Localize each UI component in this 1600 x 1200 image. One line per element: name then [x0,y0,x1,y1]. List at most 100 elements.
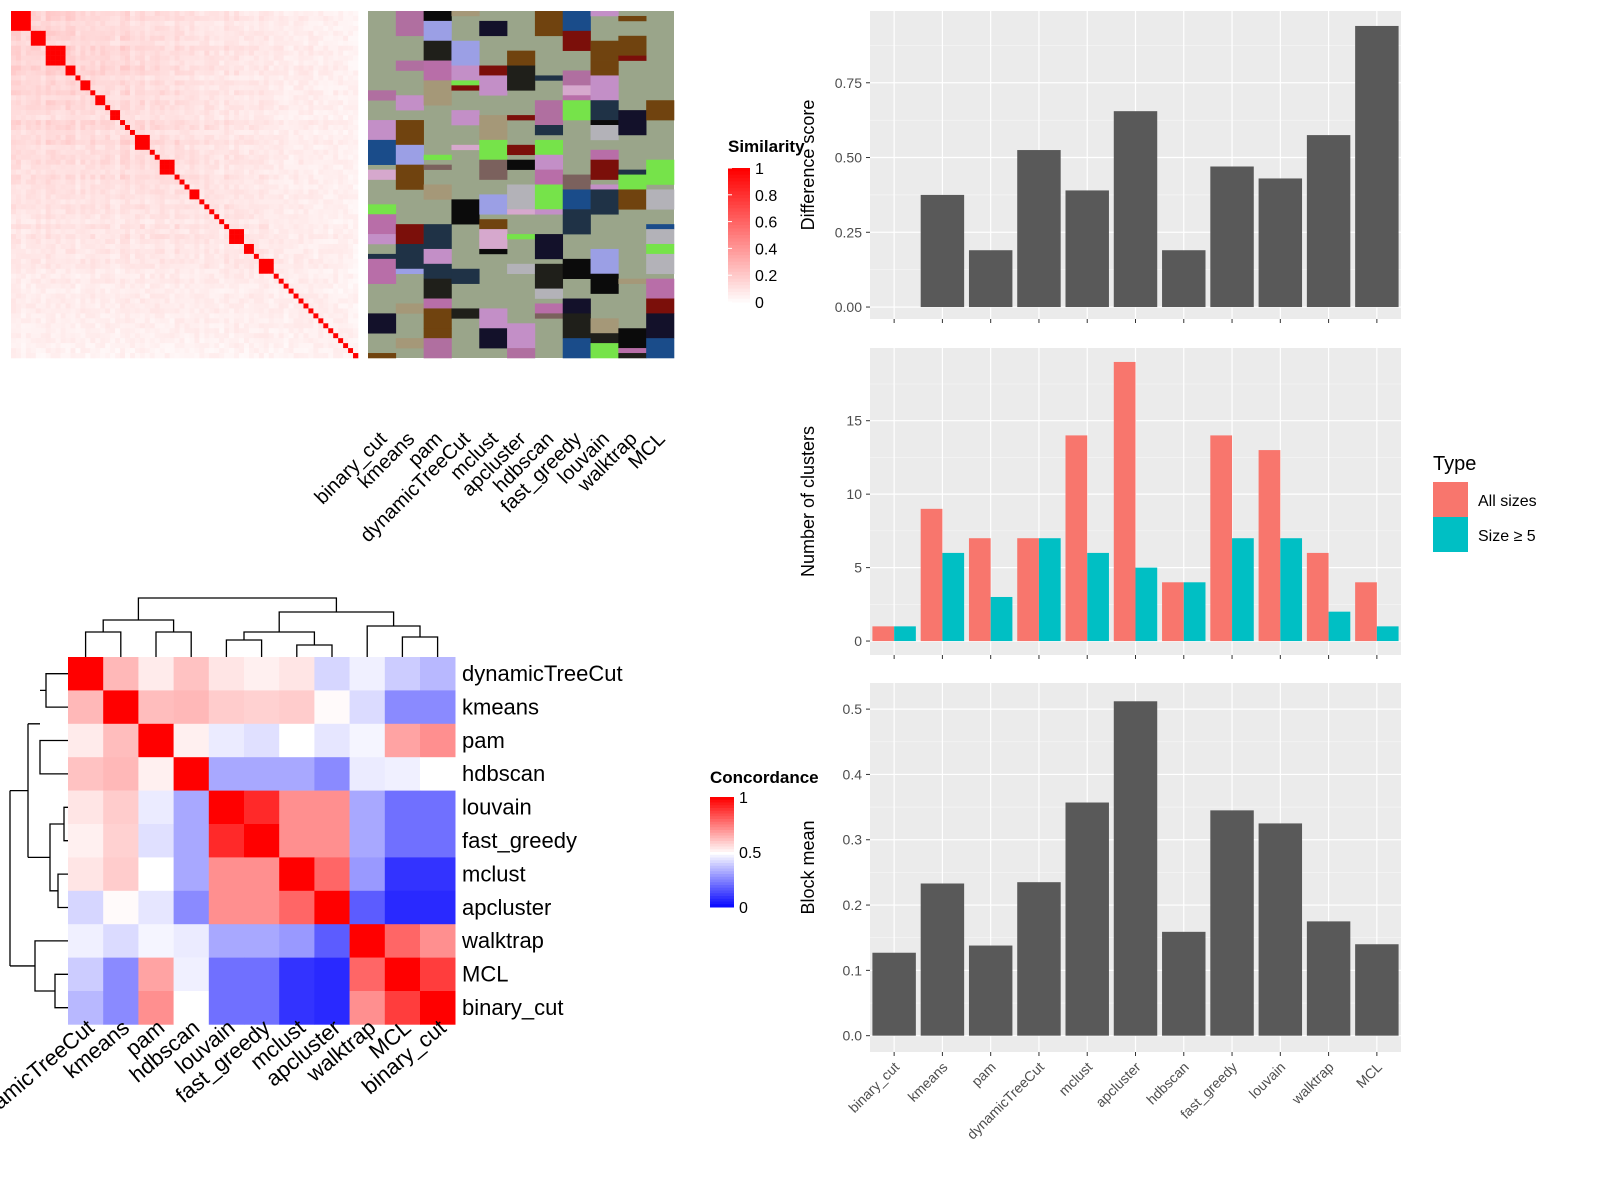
similarity-cell [293,134,299,141]
similarity-cell [204,35,210,42]
similarity-cell [194,40,200,46]
similarity-cell [164,343,170,349]
similarity-cell [105,139,111,146]
similarity-cell [199,100,205,106]
similarity-cell [333,139,339,146]
similarity-cell [239,199,245,205]
similarity-cell [219,100,225,106]
similarity-cell [199,348,205,354]
similarity-cell [348,263,354,270]
similarity-cell [30,80,37,86]
similarity-cell [209,55,215,61]
similarity-cell [40,313,46,319]
similarity-cell [60,115,66,121]
similarity-cell [288,45,294,51]
similarity-cell [348,333,354,339]
similarity-cell [229,90,235,96]
similarity-cell [144,115,151,121]
similarity-cell [149,120,156,126]
similarity-cell [35,149,42,156]
similarity-cell [184,189,190,195]
similarity-cell [278,144,284,151]
similarity-cell [189,288,195,294]
similarity-cell [184,120,190,126]
similarity-cell [243,214,250,220]
similarity-cell [328,229,334,235]
similarity-cell [184,278,190,284]
similarity-cell [318,35,324,42]
similarity-cell [189,164,195,170]
similarity-cell [100,268,106,275]
similarity-cell [95,120,101,126]
similarity-cell [258,154,265,161]
similarity-cell [115,169,121,175]
similarity-cell [209,174,215,180]
similarity-cell [224,204,230,210]
similarity-cell [144,338,151,344]
similarity-cell [85,105,91,111]
similarity-cell [343,125,349,131]
similarity-cell [125,174,131,180]
similarity-cell [100,323,106,329]
similarity-cell [35,120,42,126]
similarity-cell [75,149,81,156]
similarity-cell [105,105,111,111]
similarity-cell [115,353,121,359]
similarity-cell [303,308,309,314]
similarity-cell [328,90,334,96]
similarity-cell [224,20,230,27]
similarity-cell [95,283,101,289]
similarity-cell [129,125,136,131]
similarity-cell [134,229,141,235]
similarity-cell [129,214,136,220]
similarity-cell [159,328,165,334]
cluster-cell [423,154,452,161]
similarity-cell [179,253,185,260]
similarity-cell [248,169,255,175]
similarity-cell [189,40,195,46]
cluster-cell [507,65,536,91]
similarity-cell [149,149,156,156]
cluster-cell [423,278,452,299]
similarity-cell [214,169,220,175]
similarity-cell [100,164,106,170]
similarity-cell [283,323,289,329]
similarity-cell [209,125,215,131]
similarity-cell [234,194,240,200]
similarity-cell [219,338,225,344]
similarity-cell [105,144,111,151]
similarity-cell [194,209,200,215]
similarity-cell [204,308,210,314]
similarity-cell [303,214,309,220]
similarity-cell [234,209,240,215]
similarity-cell [35,343,42,349]
similarity-cell [268,179,275,185]
similarity-cell [214,50,220,56]
similarity-cell [105,11,111,17]
similarity-cell [154,100,161,106]
similarity-cell [164,100,170,106]
similarity-cell [164,214,170,220]
similarity-cell [40,288,46,294]
similarity-cell [219,239,225,245]
similarity-cell [263,248,270,255]
similarity-cell [30,293,37,299]
similarity-cell [184,149,190,156]
similarity-cell [243,25,250,32]
similarity-cell [144,214,151,220]
similarity-cell [15,90,22,96]
similarity-cell [95,45,101,51]
similarity-cell [35,273,42,279]
similarity-cell [328,120,334,126]
similarity-cell [90,20,96,27]
similarity-cell [333,90,339,96]
similarity-cell [144,283,151,289]
similarity-cell [45,278,51,284]
similarity-cell [95,164,101,170]
similarity-cell [239,159,245,165]
similarity-cell [234,154,240,161]
similarity-cell [348,298,354,304]
similarity-cell [263,70,270,76]
similarity-cell [139,219,146,225]
similarity-cell [129,110,136,116]
